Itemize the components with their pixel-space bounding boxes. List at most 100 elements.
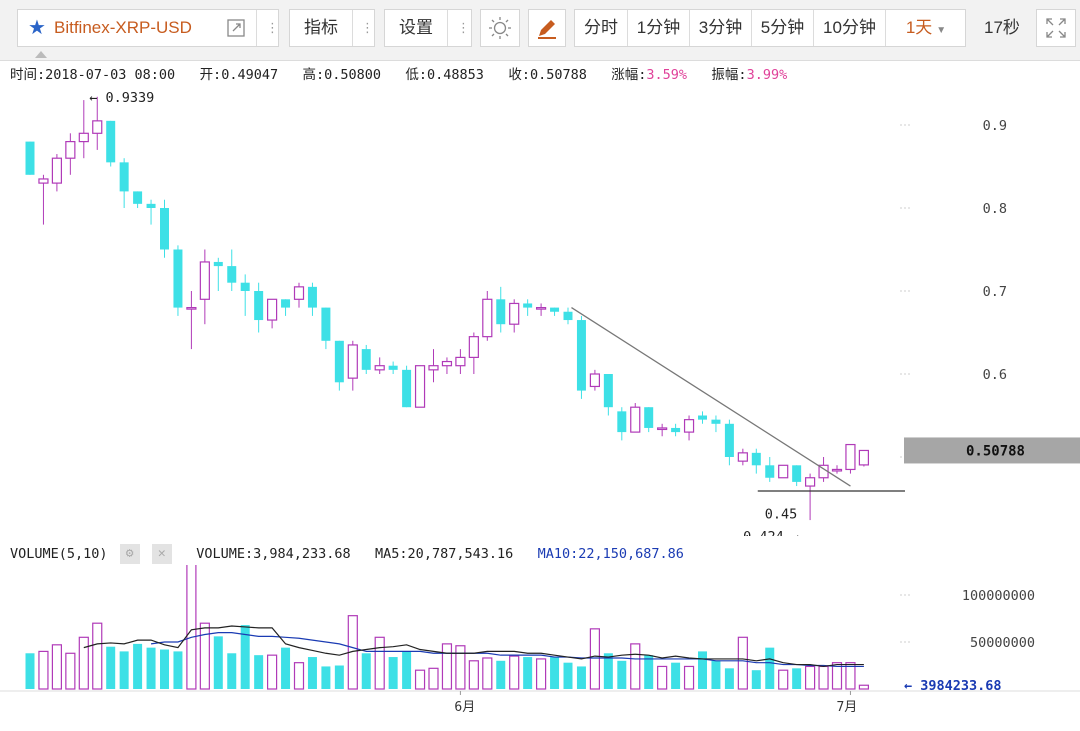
min-price-label: 0.424 →	[743, 529, 800, 536]
volume-bar-down	[388, 657, 398, 689]
candle-body-down	[671, 427, 681, 433]
separator	[447, 10, 448, 46]
draw-button[interactable]	[528, 9, 566, 47]
volume-bar-down	[644, 655, 654, 689]
info-low: 低:0.48853	[405, 67, 484, 83]
theme-button[interactable]	[480, 9, 520, 47]
symbol-box[interactable]: ★ Bitfinex-XRP-USD ⋮	[17, 9, 279, 47]
volume-tick-label: 50000000	[970, 635, 1035, 651]
volume-bar-down	[711, 660, 721, 689]
candle-body-down	[321, 307, 331, 341]
volume-bar-down	[240, 625, 250, 689]
period-tab-realtime[interactable]: 分时	[584, 18, 618, 37]
last-price-label: 0.50788	[966, 443, 1025, 459]
info-amplitude-value: 3.99%	[746, 67, 788, 83]
volume-bar-down	[146, 647, 156, 689]
candle-body-up	[92, 120, 103, 134]
volume-header: VOLUME(5,10) ⚙ ✕ VOLUME:3,984,233.68 MA5…	[10, 544, 684, 564]
fullscreen-button[interactable]	[1036, 9, 1076, 47]
volume-bar-up	[845, 662, 856, 690]
volume-bar-up	[455, 645, 466, 690]
volume-ma5: MA5:20,787,543.16	[375, 546, 514, 562]
indicator-button[interactable]: 指标	[304, 18, 338, 37]
volume-chart[interactable]: 100000000 50000000 ← 3984233.68 6月 7月	[0, 565, 1080, 731]
candle-body-up	[293, 286, 305, 300]
volume-bar-up	[818, 665, 829, 690]
candle-body-down	[334, 340, 344, 383]
volume-bar-up	[630, 643, 641, 690]
volume-bar-up	[428, 667, 439, 690]
refresh-countdown: 17秒	[984, 18, 1020, 37]
x-tick-label: 6月	[454, 700, 475, 715]
volume-bar-up	[482, 657, 493, 690]
volume-bar-down	[751, 670, 761, 689]
star-icon[interactable]: ★	[28, 17, 46, 39]
volume-bar-up	[293, 662, 305, 690]
candle-body-down	[160, 208, 169, 250]
volume-bar-down	[160, 649, 169, 689]
period-tab-10min[interactable]: 10分钟	[823, 18, 876, 37]
volume-bar-up	[199, 622, 210, 690]
settings-more-icon[interactable]: ⋮	[457, 20, 470, 35]
volume-bar-down	[765, 647, 775, 689]
symbol-label[interactable]: Bitfinex-XRP-USD	[54, 18, 192, 37]
separator	[352, 10, 353, 46]
candle-body-down	[119, 162, 129, 192]
indicator-box[interactable]: 指标 ⋮	[289, 9, 375, 47]
candle-body-down	[792, 465, 802, 482]
volume-bar-up	[535, 658, 547, 690]
toolbar: ★ Bitfinex-XRP-USD ⋮ 指标 ⋮ 设置 ⋮ 分时 1分钟 3分…	[0, 0, 1080, 61]
y-tick-label: 0.7	[983, 284, 1007, 300]
symbol-more-icon[interactable]: ⋮	[266, 20, 279, 35]
volume-bar-up	[38, 650, 49, 690]
period-tab-3min[interactable]: 3分钟	[698, 18, 743, 37]
volume-bar-down	[576, 666, 586, 689]
candle-body-down	[550, 307, 560, 312]
volume-bar-down	[307, 657, 317, 689]
ma10-line	[150, 632, 864, 668]
candle-body-down	[227, 266, 237, 283]
candle-body-down	[751, 452, 761, 466]
candle-body-up	[468, 336, 479, 358]
active-period-label: 1天	[905, 18, 933, 37]
close-icon[interactable]: ✕	[151, 544, 172, 564]
volume-bar-down	[361, 653, 371, 689]
gear-icon[interactable]: ⚙	[119, 544, 140, 564]
volume-bar-up	[267, 654, 278, 690]
candle-body-up	[778, 464, 789, 479]
info-amplitude-label: 振幅:	[711, 67, 747, 83]
volume-bar-up	[51, 644, 63, 690]
candle-body-down	[388, 365, 398, 370]
candle-body-down	[523, 303, 533, 308]
candle-body-up	[845, 443, 856, 471]
candle-body-down	[644, 407, 654, 428]
candle-body-down	[146, 203, 156, 208]
candle-body-down	[402, 369, 412, 408]
collapse-icon[interactable]	[34, 46, 48, 58]
volume-bar-down	[106, 646, 116, 689]
last-price-tag	[904, 437, 1080, 464]
external-link-icon[interactable]	[227, 19, 245, 42]
period-group: 分时 1分钟 3分钟 5分钟 10分钟 1天 ▼	[574, 9, 966, 47]
indicator-more-icon[interactable]: ⋮	[361, 20, 374, 35]
volume-bar-down	[563, 662, 573, 689]
separator	[627, 10, 628, 46]
settings-box[interactable]: 设置 ⋮	[384, 9, 472, 47]
volume-bar-up	[78, 636, 89, 690]
info-time: 时间:2018-07-03 08:00	[10, 67, 176, 83]
settings-button[interactable]: 设置	[399, 18, 433, 37]
volume-bar-down	[334, 665, 344, 689]
period-tab-5min[interactable]: 5分钟	[760, 18, 805, 37]
candle-body-up	[737, 452, 748, 462]
period-tab-1day[interactable]: 1天 ▼	[886, 10, 966, 46]
volume-bar-down	[724, 668, 734, 689]
period-tab-1min[interactable]: 1分钟	[636, 18, 681, 37]
chevron-down-icon: ▼	[936, 25, 947, 36]
info-open: 开:0.49047	[199, 67, 279, 83]
candle-body-up	[199, 261, 210, 300]
last-volume-label: ← 3984233.68	[904, 678, 1002, 694]
candle-body-up	[657, 427, 668, 431]
volume-bar-down	[550, 657, 560, 689]
volume-bar-down	[213, 636, 223, 689]
